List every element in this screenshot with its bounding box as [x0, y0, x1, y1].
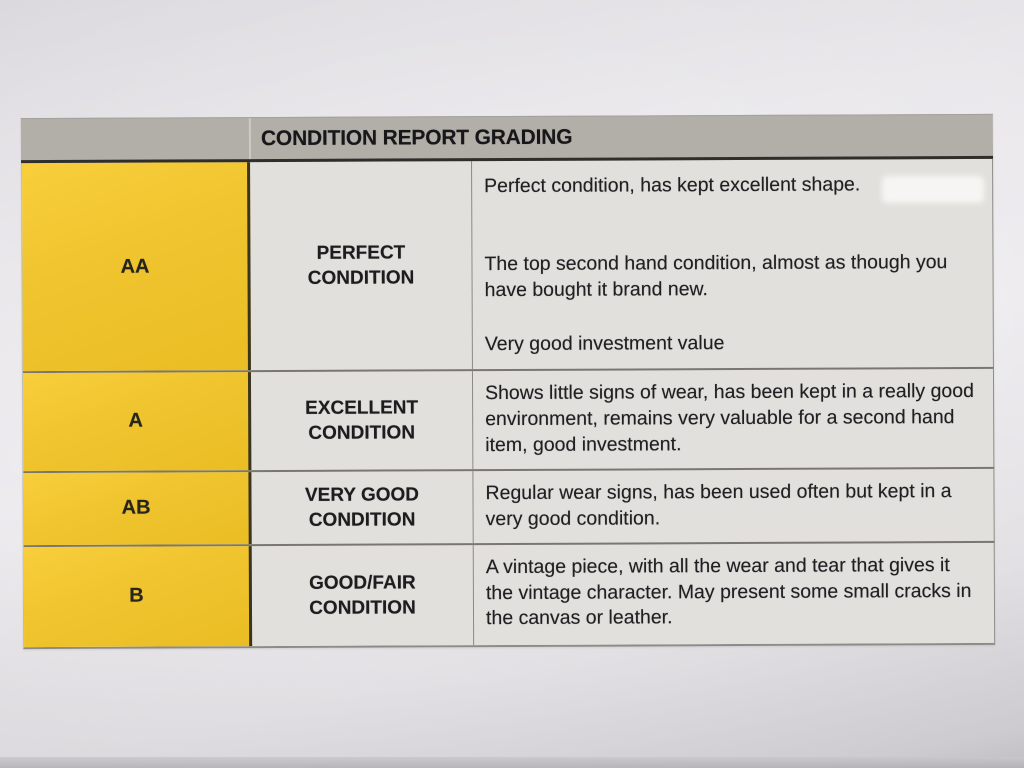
photo-bottom-edge — [0, 757, 1024, 768]
description-paragraph: Very good investment value — [484, 331, 725, 355]
condition-name-label: GOOD/FAIR CONDITION — [309, 571, 416, 619]
header-column-divider — [248, 118, 252, 160]
condition-name-cell: GOOD/FAIR CONDITION — [251, 544, 475, 646]
table-row: AA PERFECT CONDITION Perfect condition, ha… — [22, 158, 994, 372]
table-header-bar: CONDITION REPORT GRADING — [20, 113, 994, 164]
glare-patch — [882, 176, 984, 203]
grade-cell: AA — [22, 162, 251, 372]
table-title: CONDITION REPORT GRADING — [260, 125, 573, 150]
grade-cell: A — [22, 372, 252, 471]
condition-report-grading-table: CONDITION REPORT GRADING AA PERFECT CONDI… — [20, 113, 996, 649]
condition-name-cell: VERY GOOD CONDITION — [251, 470, 474, 544]
table-row: B GOOD/FAIR CONDITION A vintage piece, wit… — [23, 540, 996, 647]
condition-name-label: VERY GOOD CONDITION — [304, 483, 420, 531]
description-cell: Regular wear signs, has been used often … — [473, 469, 993, 543]
description-cell: A vintage piece, with all the wear and t… — [474, 542, 994, 644]
table-row: A EXCELLENT CONDITION Shows little signs o… — [22, 366, 995, 471]
description-cell: Shows little signs of wear, has been kep… — [473, 369, 993, 469]
grade-cell: B — [23, 545, 253, 647]
condition-name-label: EXCELLENT CONDITION — [305, 397, 419, 444]
description-paragraph: A vintage piece, with all the wear and t… — [485, 553, 972, 630]
table-row: AB VERY GOOD CONDITION Regular wear signs,… — [23, 466, 995, 545]
condition-name-cell: PERFECT CONDITION — [250, 161, 473, 371]
grade-cell: AB — [23, 471, 252, 545]
condition-name-cell: EXCELLENT CONDITION — [250, 371, 474, 470]
grading-table-body: AA PERFECT CONDITION Perfect condition, ha… — [21, 158, 996, 649]
description-paragraph: Regular wear signs, has been used often … — [485, 479, 952, 530]
condition-name-label: PERFECT CONDITION — [307, 242, 415, 289]
description-paragraph: Shows little signs of wear, has been kep… — [485, 379, 974, 456]
description-paragraph: The top second hand condition, almost as… — [484, 251, 948, 301]
